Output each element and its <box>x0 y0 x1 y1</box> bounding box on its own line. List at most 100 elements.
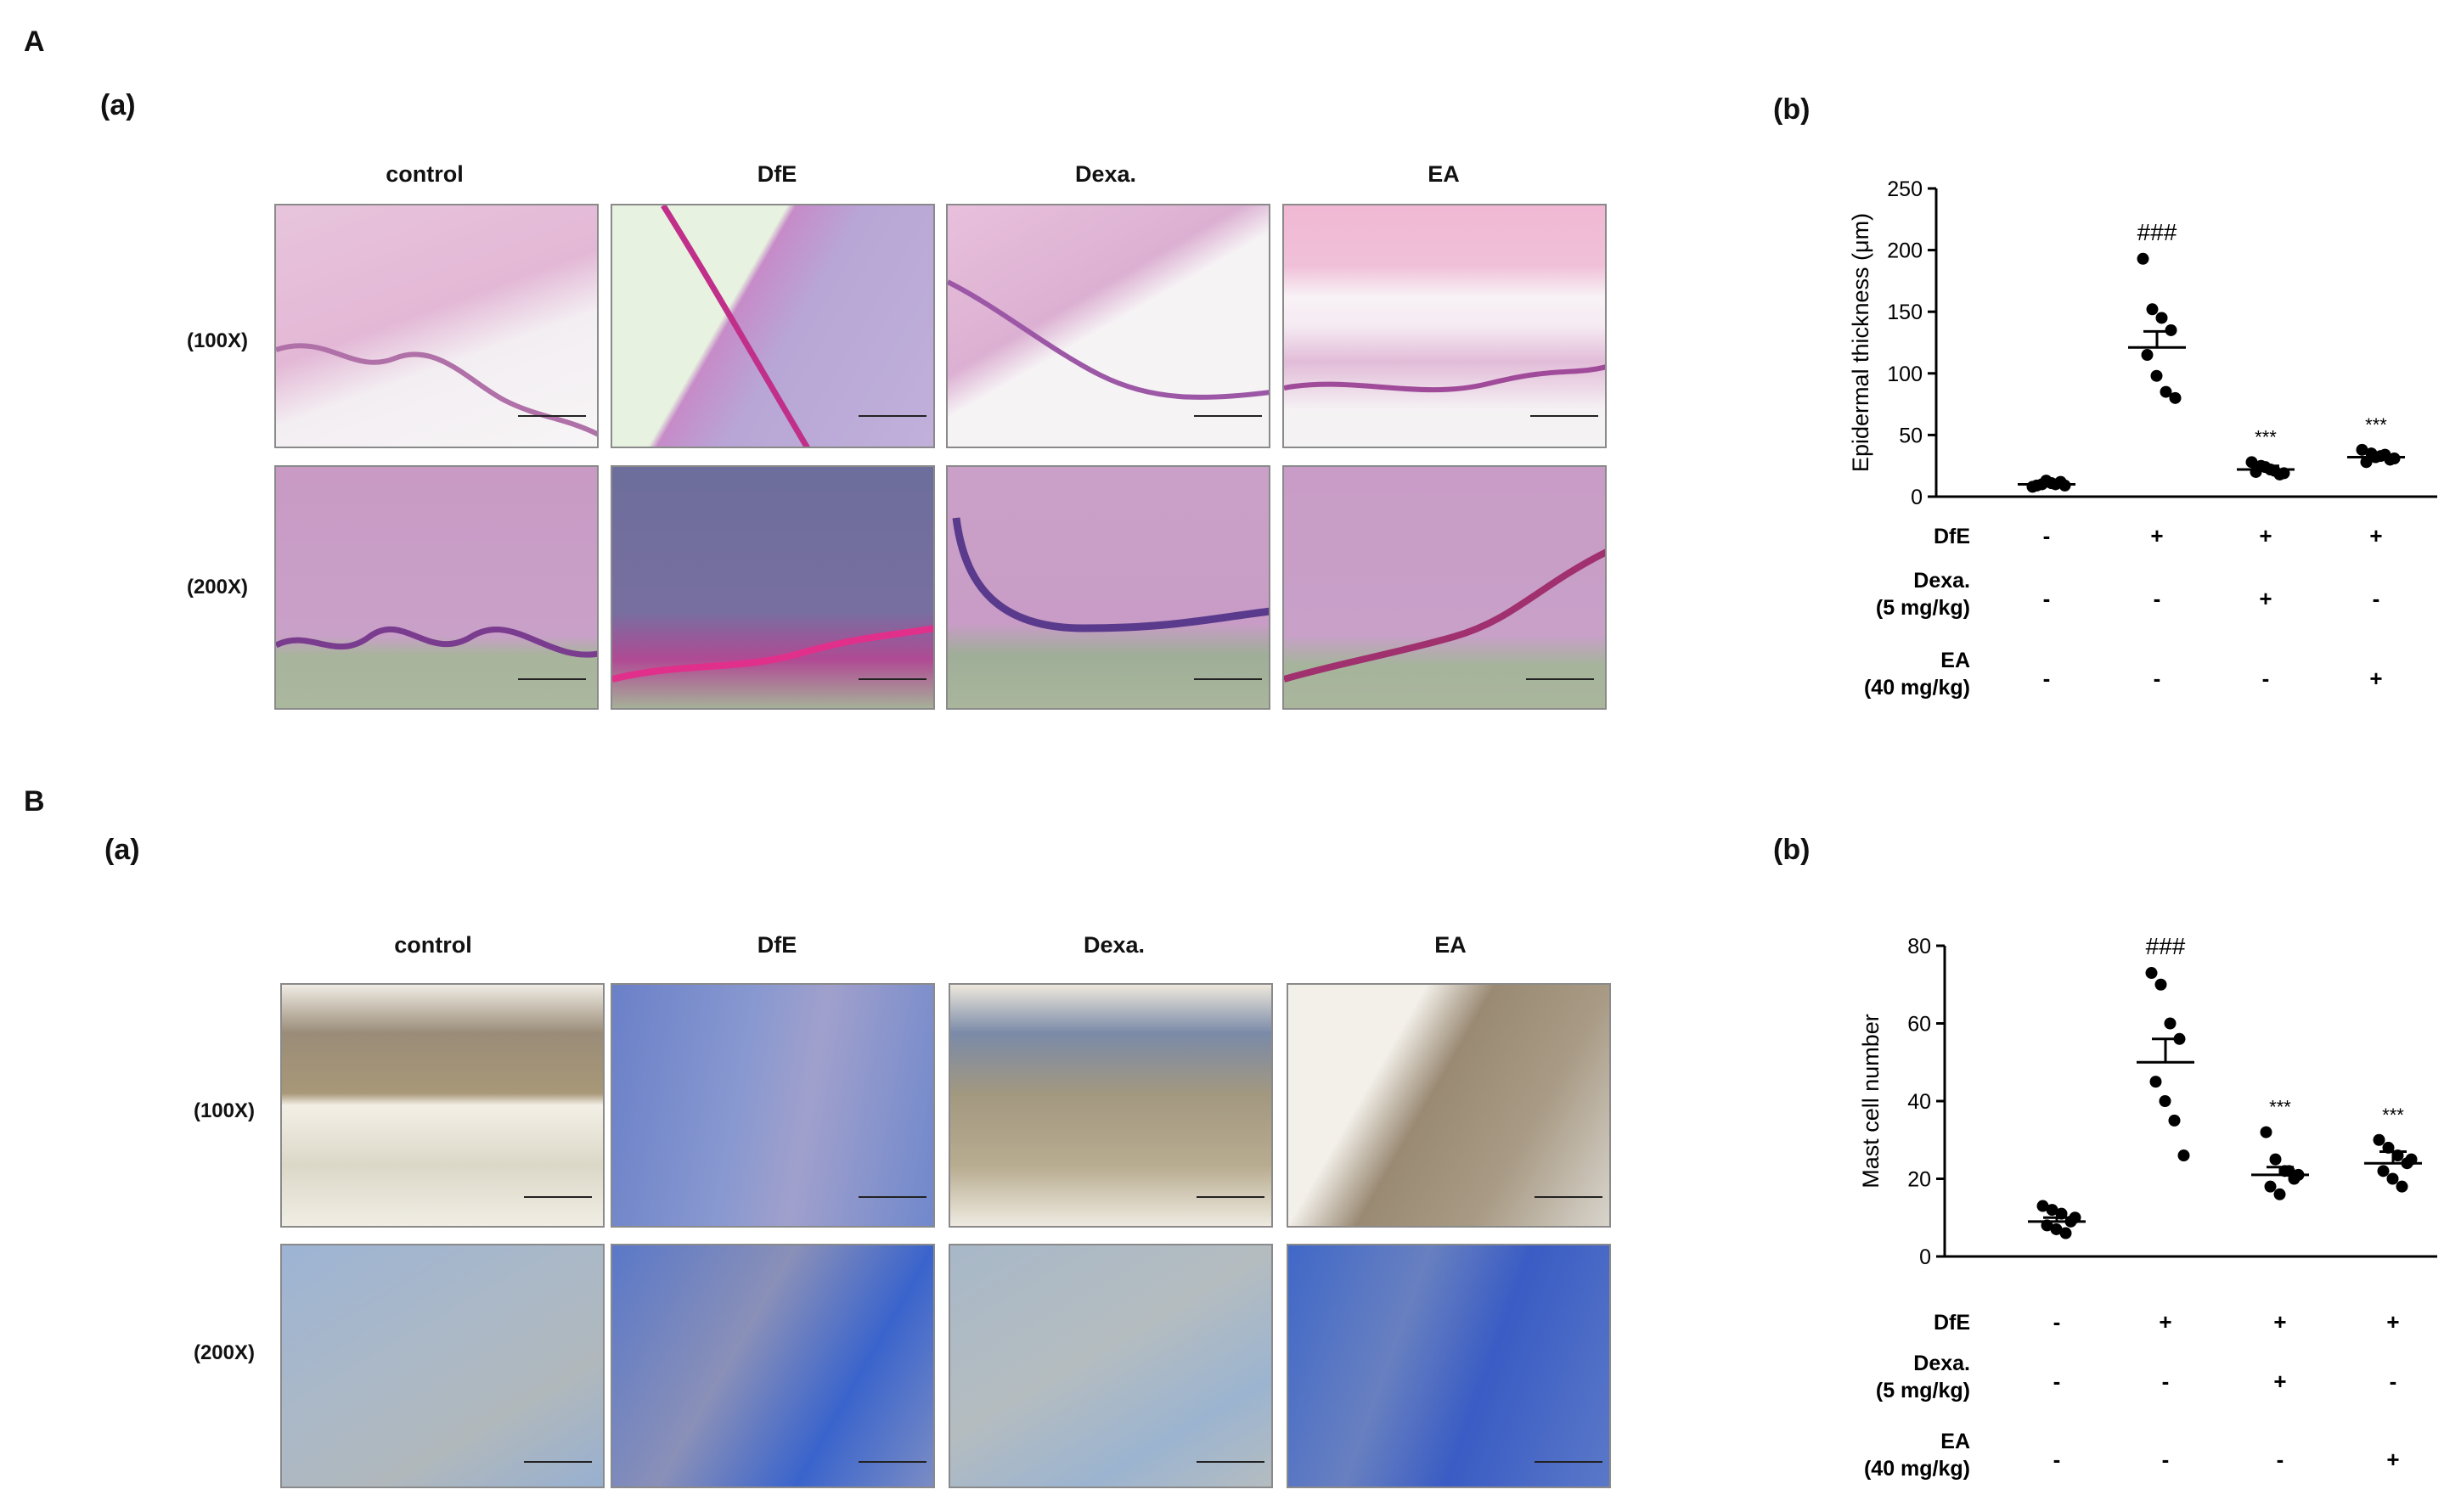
treatment-sign: + <box>2259 523 2272 548</box>
significance-marker: *** <box>2365 414 2387 436</box>
treatment-label: EA <box>1940 1430 1970 1453</box>
panel-b-subfigure-a-label: (a) <box>104 834 140 866</box>
tb-100x-ea-micrograph <box>1287 983 1611 1228</box>
a-col-label-control: control <box>386 161 464 187</box>
data-point <box>2377 1165 2390 1178</box>
he-200x-dexa-micrograph <box>946 465 1270 710</box>
data-point <box>2137 252 2149 265</box>
data-point <box>2059 1227 2072 1239</box>
he-100x-dexa-micrograph <box>946 204 1270 448</box>
treatment-label: DfE <box>1934 1311 1970 1335</box>
treatment-sign: - <box>2154 666 2161 691</box>
treatment-sign: - <box>2162 1369 2170 1394</box>
data-point <box>2146 303 2159 316</box>
tb-200x-dfe-micrograph <box>611 1244 935 1488</box>
data-point <box>2165 323 2177 336</box>
tb-200x-dexa-micrograph <box>949 1244 1273 1488</box>
b-row-label-200x: (200X) <box>193 1341 255 1364</box>
y-tick-label: 0 <box>1911 486 1923 509</box>
he-200x-control-micrograph <box>274 465 599 710</box>
treatment-sign: + <box>2369 523 2382 548</box>
a-col-label-dexa: Dexa. <box>1074 161 1137 187</box>
data-point <box>2273 1188 2286 1200</box>
tb-100x-dfe-micrograph <box>611 983 935 1228</box>
treatment-sign: - <box>2043 666 2051 691</box>
significance-marker: *** <box>2269 1097 2291 1118</box>
panel-a-letter: A <box>24 25 45 58</box>
data-point <box>2164 1017 2177 1030</box>
y-tick-label: 100 <box>1887 363 1923 386</box>
treatment-sign: - <box>2373 586 2380 611</box>
data-point <box>2160 385 2172 398</box>
significance-marker: *** <box>2255 426 2277 447</box>
panel-b-subfigure-b-label: (b) <box>1773 834 1811 866</box>
data-point <box>2386 1172 2399 1185</box>
significance-marker: ### <box>2146 933 2186 959</box>
y-tick-label: 50 <box>1899 424 1923 447</box>
treatment-sign: + <box>2150 523 2163 548</box>
data-point <box>2141 349 2154 362</box>
treatment-sign: - <box>2390 1369 2397 1394</box>
significance-marker: ### <box>2137 219 2177 245</box>
he-100x-ea-micrograph <box>1282 204 1607 448</box>
y-tick-label: 150 <box>1887 301 1923 324</box>
tb-100x-dexa-micrograph <box>949 983 1273 1228</box>
tb-200x-ea-micrograph <box>1287 1244 1611 1488</box>
y-tick-label: 250 <box>1887 177 1923 201</box>
y-tick-label: 80 <box>1907 935 1931 958</box>
data-point <box>2396 1180 2408 1193</box>
y-tick-label: 40 <box>1907 1090 1931 1114</box>
treatment-sign: - <box>2262 666 2270 691</box>
data-point <box>2168 1114 2181 1127</box>
treatment-sign: - <box>2277 1447 2284 1472</box>
data-point <box>2269 1153 2282 1166</box>
treatment-sign: - <box>2053 1447 2061 1472</box>
y-tick-label: 20 <box>1907 1168 1931 1192</box>
y-tick-label: 200 <box>1887 239 1923 263</box>
b-col-label-dfe: DfE <box>757 932 797 958</box>
he-200x-ea-micrograph <box>1282 465 1607 710</box>
panel-a-subfigure-b-label: (b) <box>1773 93 1811 126</box>
a-row-label-200x: (200X) <box>186 576 248 599</box>
treatment-sign: + <box>2273 1309 2286 1335</box>
treatment-sign: + <box>2259 586 2272 611</box>
treatment-label: EA <box>1940 649 1970 672</box>
treatment-sign: - <box>2043 586 2051 611</box>
b-col-label-ea: EA <box>1434 932 1467 958</box>
treatment-sign: + <box>2386 1447 2399 1472</box>
a-col-label-ea: EA <box>1428 161 1460 187</box>
data-point <box>2260 1126 2272 1138</box>
significance-marker: *** <box>2382 1104 2404 1126</box>
y-tick-label: 0 <box>1919 1245 1931 1269</box>
a-row-label-100x: (100X) <box>186 329 248 352</box>
data-point <box>2177 1149 2190 1162</box>
treatment-label: Dexa. <box>1913 569 1970 593</box>
treatment-dose-label: (5 mg/kg) <box>1876 596 1970 620</box>
data-point <box>2149 1076 2162 1088</box>
data-point <box>2155 312 2168 324</box>
treatment-dose-label: (40 mg/kg) <box>1864 1457 1970 1481</box>
panel-a-subfigure-a-label: (a) <box>100 89 136 121</box>
data-point <box>2159 1095 2171 1107</box>
treatment-dose-label: (5 mg/kg) <box>1876 1379 1970 1402</box>
treatment-sign: + <box>2369 666 2382 691</box>
treatment-label: Dexa. <box>1913 1352 1970 1375</box>
data-point <box>2264 1180 2277 1193</box>
data-point <box>2036 1200 2049 1212</box>
data-point <box>2145 967 2158 980</box>
treatment-sign: - <box>2043 523 2051 548</box>
he-100x-control-micrograph <box>274 204 599 448</box>
tb-100x-control-micrograph <box>280 983 605 1228</box>
b-col-label-control: control <box>394 932 472 958</box>
treatment-sign: - <box>2053 1309 2061 1335</box>
a-col-label-dfe: DfE <box>757 161 797 187</box>
y-axis-label: Epidermal thickness (μm) <box>1848 213 1873 472</box>
data-point <box>2154 978 2167 991</box>
y-axis-label: Mast cell number <box>1858 1014 1884 1189</box>
tb-200x-control-micrograph <box>280 1244 605 1488</box>
treatment-sign: + <box>2159 1309 2171 1335</box>
treatment-sign: + <box>2386 1309 2399 1335</box>
data-point <box>2360 456 2373 469</box>
treatment-sign: - <box>2162 1447 2170 1472</box>
data-point <box>2046 1204 2058 1217</box>
